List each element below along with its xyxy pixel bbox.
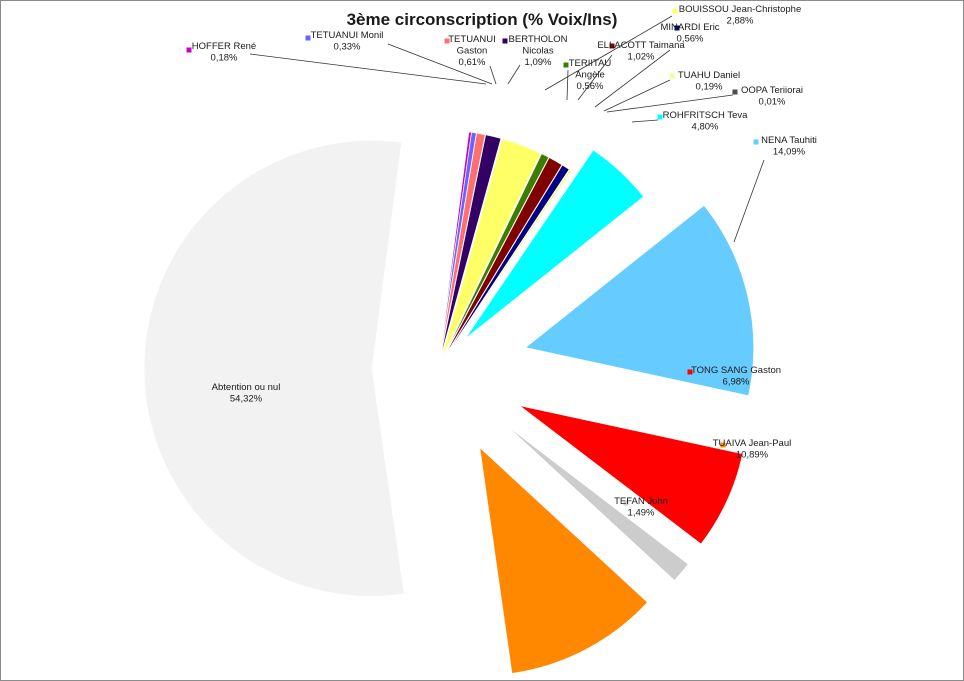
legend-marker-7 (674, 25, 680, 31)
leader-line-4 (544, 15, 673, 91)
leader-line-9 (606, 94, 734, 113)
slice-label-0: HOFFER René 0,18% (192, 41, 256, 64)
slice-label-9: OOPA Teriiorai 0,01% (741, 85, 803, 108)
slice-label-1: TETUANUI Monil 0,33% (311, 30, 384, 53)
legend-marker-6 (609, 43, 615, 49)
legend-marker-10 (657, 114, 663, 120)
slice-label-2: TETUANUI Gaston 0,61% (448, 34, 496, 68)
pie-slice-15 (143, 140, 405, 597)
leader-line-6 (577, 54, 613, 101)
legend-marker-0 (186, 47, 192, 53)
legend-marker-12 (687, 369, 693, 375)
chart-title: 3ème circonscription (% Voix/Ins) (346, 10, 618, 29)
legend-marker-11 (753, 139, 759, 145)
legend-marker-9 (732, 89, 738, 95)
legend-marker-14 (720, 442, 726, 448)
slice-label-5: TERIITAU Angèle 0,56% (569, 58, 612, 92)
legend-marker-3 (502, 38, 508, 44)
slice-label-13: TEFAN John 1,49% (614, 496, 668, 519)
leader-line-11 (733, 159, 765, 243)
slice-label-7: MINARDI Eric 0,56% (660, 22, 719, 45)
leader-line-2 (489, 65, 497, 85)
pie-slice-9 (443, 170, 573, 360)
leader-line-3 (507, 64, 521, 85)
slice-label-11: NENA Tauhiti 14,09% (761, 135, 817, 158)
leader-line-8 (603, 79, 671, 112)
slice-label-4: BOUISSOU Jean-Christophe 2,88% (679, 4, 802, 27)
slice-label-6: ELLACOTT Taimana 1,02% (597, 40, 685, 63)
slice-label-10: ROHFRITSCH Teva 4,80% (663, 110, 749, 133)
leader-line-1 (387, 43, 493, 85)
legend-marker-4 (672, 8, 678, 14)
leader-line-10 (631, 119, 659, 123)
leader-line-7 (594, 49, 671, 108)
legend-marker-13 (623, 500, 629, 506)
slice-label-15: Abtention ou nul 54,32% (212, 382, 281, 405)
slice-label-3: BERTHOLON Nicolas 1,09% (509, 34, 568, 68)
leader-line-5 (566, 69, 569, 101)
pie-slice-5 (442, 153, 550, 360)
slice-label-14: TUAIVA Jean-Paul 10,89% (713, 438, 792, 461)
pie-slice-13 (506, 425, 689, 581)
pie-slice-3 (440, 134, 502, 359)
pie-slice-4 (441, 138, 542, 359)
pie-slice-10 (464, 149, 644, 339)
slice-label-8: TUAHU Daniel 0,19% (678, 70, 740, 93)
pie-slice-6 (442, 157, 563, 360)
legend-marker-5 (563, 62, 569, 68)
slice-label-12: TONG SANG Gaston 6,98% (691, 365, 781, 388)
leader-line-0 (249, 53, 487, 85)
legend-marker-1 (305, 35, 311, 41)
pie-slice-12 (519, 405, 743, 545)
legend-marker-8 (669, 73, 675, 79)
pie-slice-14 (479, 446, 648, 674)
legend-marker-2 (444, 38, 450, 44)
pie-slice-2 (439, 132, 486, 359)
pie-slice-11 (524, 205, 754, 397)
